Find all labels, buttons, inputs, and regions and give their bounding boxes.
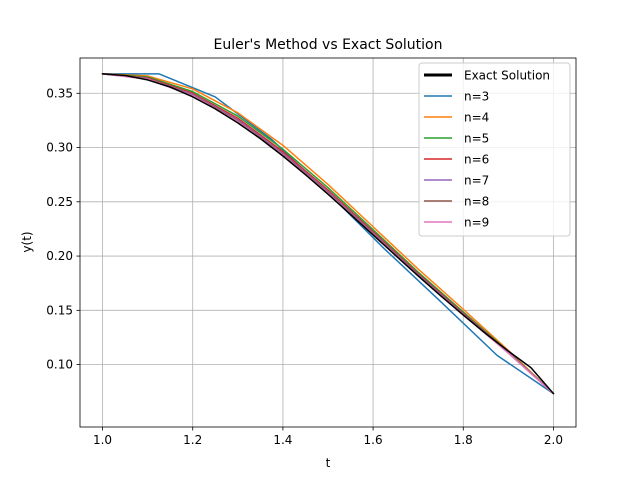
y-axis-label: y(t): [20, 231, 34, 252]
y-tick-label: 0.35: [46, 86, 73, 100]
x-tick-label: 1.4: [273, 433, 292, 447]
legend-label: n=8: [464, 195, 489, 209]
series-line-n-4: [101, 73, 555, 395]
x-axis: 1.0 1.2 1.4 1.6 1.8 2.0: [93, 427, 563, 447]
legend-label: n=6: [464, 153, 489, 167]
y-tick-label: 0.30: [46, 141, 73, 155]
series-line-n-5: [101, 73, 555, 395]
x-tick-label: 2.0: [544, 433, 563, 447]
legend-label: n=4: [464, 111, 489, 125]
y-tick-label: 0.10: [46, 358, 73, 372]
y-tick-label: 0.15: [46, 303, 73, 317]
legend-frame: [418, 62, 571, 237]
legend-label: n=9: [464, 216, 489, 230]
series-line-exact: [101, 73, 555, 395]
legend-label: n=7: [464, 174, 489, 188]
legend: Exact Solution n=3 n=4 n=5 n=6 n=7 n=8 n=9: [418, 62, 571, 237]
x-tick-label: 1.0: [93, 433, 112, 447]
plot-frame: [79, 57, 577, 428]
chart-title: Euler's Method vs Exact Solution: [214, 37, 443, 53]
y-tick-label: 0.25: [46, 195, 73, 209]
x-axis-label: t: [326, 456, 331, 470]
x-tick-label: 1.6: [364, 433, 383, 447]
legend-label: n=5: [464, 132, 489, 146]
series-lines: [101, 73, 555, 395]
y-tick-label: 0.20: [46, 249, 73, 263]
x-tick-label: 1.8: [454, 433, 473, 447]
y-axis: 0.10 0.15 0.20 0.25 0.30 0.35: [46, 86, 80, 372]
legend-label: n=3: [464, 90, 489, 104]
x-tick-label: 1.2: [183, 433, 202, 447]
legend-label: Exact Solution: [464, 69, 550, 83]
